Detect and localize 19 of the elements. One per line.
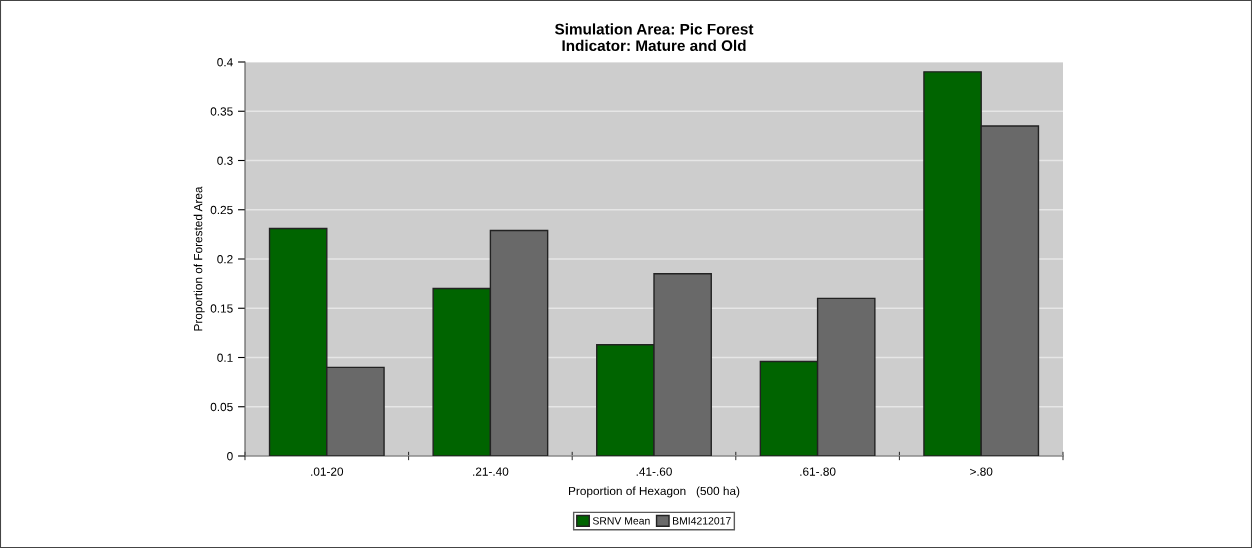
x-axis-title: Proportion of Hexagon (500 ha) <box>569 486 740 498</box>
y-axis-title: Proportion of Forested Area <box>193 186 205 331</box>
legend-label: SRNV Mean <box>592 517 650 525</box>
x-tick-label: .41-.60 <box>636 467 672 476</box>
y-tick-label: 0.35 <box>210 107 233 116</box>
x-tick-label: .61-.80 <box>800 467 836 476</box>
y-tick-label: 0.3 <box>217 156 233 165</box>
y-tick-label: 0.2 <box>217 255 233 264</box>
x-tick-label: .01-20 <box>311 467 344 476</box>
y-tick-label: 0.25 <box>210 205 233 215</box>
x-tick-label: .21-.40 <box>473 467 509 476</box>
y-tick-label: 0.4 <box>217 58 233 67</box>
chart-title: Simulation Area: Pic Forest Indicator: Mature and Old <box>554 23 754 52</box>
y-tick-label: 0.05 <box>210 402 233 412</box>
legend-label: BMI4212017 <box>673 517 731 525</box>
x-tick-label: >.80 <box>970 467 993 476</box>
y-tick-label: 0.15 <box>210 304 233 313</box>
y-tick-label: 0 <box>227 452 233 461</box>
y-tick-label: 0.1 <box>217 353 233 362</box>
